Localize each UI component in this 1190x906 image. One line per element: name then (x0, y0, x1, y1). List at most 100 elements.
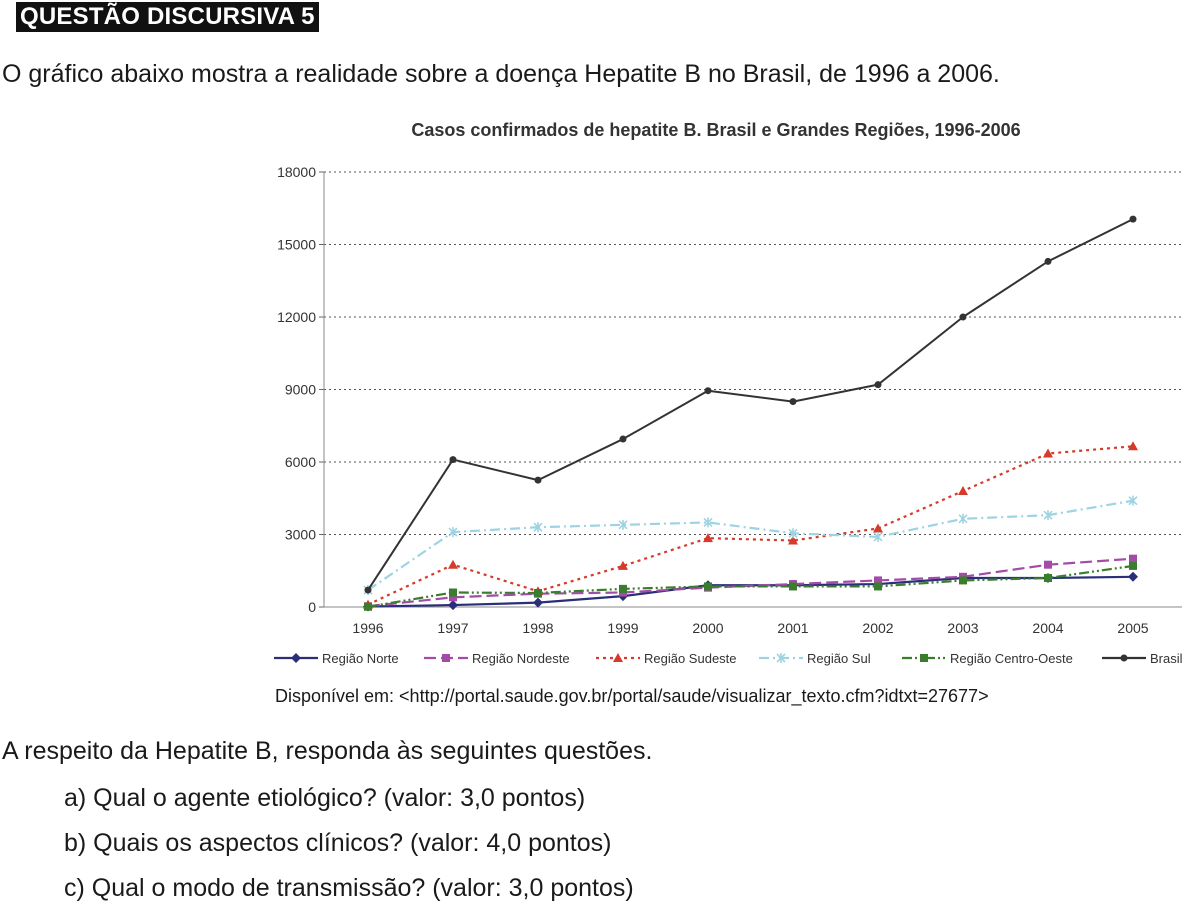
data-point (958, 486, 968, 495)
data-point (789, 398, 797, 406)
question-b: b) Quais os aspectos clínicos? (valor: 4… (64, 829, 612, 857)
question-a: a) Qual o agente etiológico? (valor: 3,0… (64, 784, 586, 812)
series-0 (363, 571, 1138, 612)
legend-swatch-marker (442, 654, 450, 662)
series-4 (364, 561, 1137, 611)
data-point (618, 519, 628, 530)
series-3 (363, 495, 1138, 596)
data-point (1128, 495, 1138, 506)
data-point (874, 381, 882, 389)
intro-text: O gráfico abaixo mostra a realidade sobr… (2, 60, 1000, 88)
series-line (367, 218, 1134, 591)
chart-series (363, 215, 1138, 612)
legend-entry: Região Sudeste (596, 651, 737, 666)
data-point (704, 582, 712, 591)
data-point (1044, 257, 1052, 265)
data-point (533, 597, 543, 608)
data-point (618, 560, 628, 570)
data-point (448, 527, 458, 538)
x-tick-label: 2005 (1117, 620, 1148, 636)
legend-entry: Região Sul (759, 651, 871, 666)
data-point (364, 586, 372, 594)
series-1 (364, 554, 1137, 611)
data-point (1129, 215, 1137, 223)
data-point (1129, 554, 1137, 563)
data-point (874, 576, 882, 585)
data-point (534, 476, 542, 484)
chart-figure: Casos confirmados de hepatite B. Brasil … (256, 108, 1190, 688)
data-point (1044, 560, 1052, 569)
x-tick-label: 1996 (352, 620, 383, 636)
legend-entry: Região Norte (274, 651, 399, 666)
series-line (367, 499, 1134, 591)
legend-swatch-marker (291, 653, 301, 663)
y-tick-label: 3000 (285, 527, 316, 543)
data-point (449, 456, 457, 464)
legend-label: Brasil (1150, 651, 1183, 666)
legend-label: Região Norte (322, 651, 399, 666)
legend-swatch-marker (776, 653, 786, 663)
y-tick-label: 15000 (277, 237, 316, 253)
data-point (958, 513, 968, 524)
chart-legend: Região Norte Região Nordeste Região Sudest… (274, 651, 1183, 666)
data-point (619, 584, 627, 593)
data-point (1044, 574, 1052, 582)
data-point (703, 533, 713, 543)
legend-entry: Região Nordeste (424, 651, 570, 666)
data-point (534, 588, 542, 597)
question-header-badge: QUESTÃO DISCURSIVA 5 (16, 2, 319, 32)
series-5 (364, 215, 1137, 594)
data-point (364, 602, 372, 611)
data-point (959, 576, 967, 585)
data-point (788, 528, 798, 539)
data-point (874, 582, 882, 591)
data-point (1128, 441, 1138, 451)
data-point (703, 517, 713, 528)
x-tick-label: 1999 (607, 620, 638, 636)
legend-swatch-marker (613, 653, 623, 662)
data-point (1129, 561, 1137, 570)
legend-label: Região Centro-Oeste (950, 651, 1073, 666)
data-point (959, 313, 967, 321)
chart-axes: 0 3000 6000 9000 12000 15000 18000 1996 1997 1998… (277, 164, 1182, 636)
data-point (448, 600, 458, 611)
line-chart: Casos confirmados de hepatite B. Brasil … (274, 120, 1183, 666)
legend-entry: Região Centro-Oeste (902, 651, 1073, 666)
y-tick-label: 9000 (285, 382, 316, 398)
x-tick-label: 2003 (947, 620, 978, 636)
x-tick-label: 2002 (862, 620, 893, 636)
series-line (367, 445, 1134, 606)
chart-gridlines (324, 171, 1182, 535)
y-tick-label: 18000 (277, 164, 316, 180)
data-point (619, 435, 627, 443)
x-tick-label: 1998 (522, 620, 553, 636)
y-tick-label: 0 (308, 599, 316, 615)
data-point (788, 535, 798, 545)
legend-swatch-marker (1120, 654, 1128, 662)
data-point (873, 531, 883, 542)
source-citation: Disponível em: <http://portal.saude.gov.… (275, 686, 989, 706)
data-point (449, 593, 457, 602)
legend-entry: Brasil (1102, 651, 1183, 666)
questions-lead: A respeito da Hepatite B, responda às se… (2, 737, 653, 765)
data-point (533, 522, 543, 533)
data-point (704, 387, 712, 395)
x-tick-label: 2000 (692, 620, 723, 636)
legend-swatch-marker (920, 654, 928, 662)
data-point (1128, 571, 1138, 582)
legend-label: Região Sul (807, 651, 871, 666)
data-point (1043, 510, 1053, 521)
x-tick-label: 2004 (1032, 620, 1063, 636)
question-c: c) Qual o modo de transmissão? (valor: 3… (64, 874, 634, 902)
x-tick-label: 2001 (777, 620, 808, 636)
data-point (448, 559, 458, 569)
legend-label: Região Sudeste (644, 651, 737, 666)
data-point (789, 582, 797, 591)
legend-label: Região Nordeste (472, 651, 570, 666)
series-line (367, 557, 1134, 608)
chart-title: Casos confirmados de hepatite B. Brasil … (411, 120, 1020, 140)
data-point (1043, 448, 1053, 458)
data-point (873, 523, 883, 533)
series-line (367, 564, 1134, 608)
data-point (449, 588, 457, 597)
